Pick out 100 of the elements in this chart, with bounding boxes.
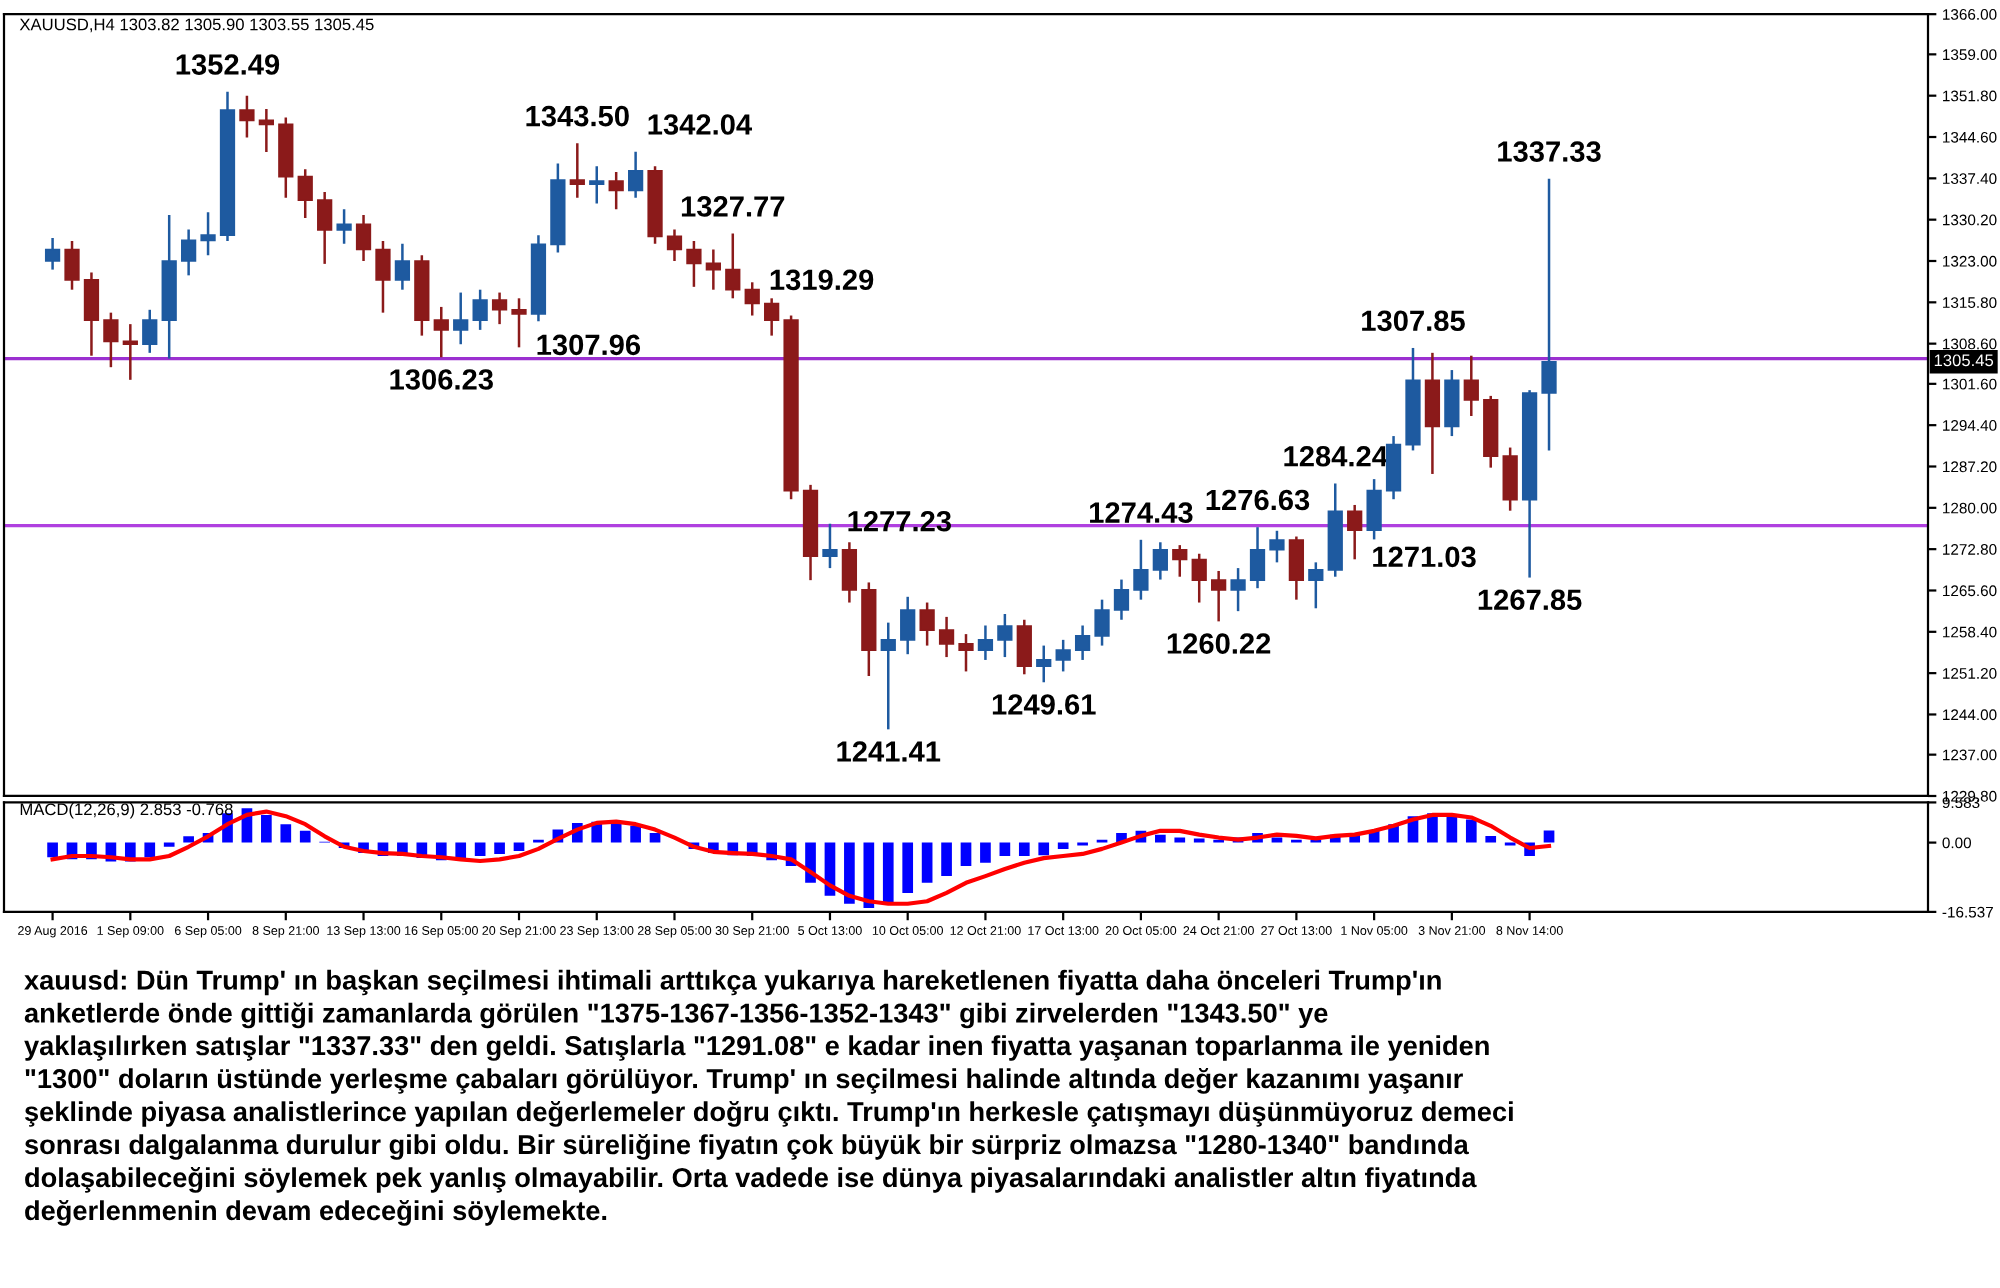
candlestick [491, 291, 508, 326]
candlestick [569, 142, 585, 200]
bar [1543, 830, 1555, 843]
bar [863, 842, 875, 908]
candlestick [764, 297, 780, 337]
annotation: 1260.22 [1167, 633, 1271, 654]
bar [1465, 819, 1477, 843]
bar [630, 825, 641, 843]
annotation: 1307.85 [1362, 310, 1465, 332]
bar [144, 842, 156, 858]
bar [882, 842, 894, 903]
candlestick [589, 165, 605, 205]
annotation: 1274.43 [1090, 502, 1193, 523]
candlestick [1463, 354, 1479, 418]
candlestick [1541, 177, 1557, 452]
candlestick [938, 615, 955, 659]
candlestick [1308, 561, 1324, 610]
annotation: 1343.50 [526, 105, 629, 127]
bar [1155, 834, 1166, 843]
candlestick [1424, 351, 1441, 476]
candlestick [142, 308, 158, 355]
candlestick [453, 291, 469, 346]
candlestick [1172, 543, 1188, 578]
candlestick [355, 213, 372, 263]
bar [1057, 842, 1069, 849]
candlestick [725, 232, 741, 300]
candlestick [958, 632, 974, 673]
bar [47, 842, 58, 858]
candlestick [841, 541, 858, 604]
annotation: 1284.24 [1284, 445, 1388, 467]
annotation: 1306.23 [390, 369, 493, 390]
bar [610, 821, 622, 843]
annotation: 1241.41 [837, 741, 941, 762]
candlestick [919, 601, 935, 647]
bar [902, 842, 914, 893]
candlestick [122, 322, 138, 382]
bar [649, 832, 661, 843]
annotation: 1249.61 [992, 694, 1096, 715]
chart-title: XAUUSD,H4 1303.82 1305.90 1303.55 1305.45 [19, 18, 374, 33]
candlestick [1016, 618, 1032, 676]
bar [999, 842, 1011, 856]
bar [494, 842, 505, 854]
annotation: 1319.29 [770, 269, 874, 291]
annotation: 1352.49 [176, 54, 280, 75]
bar [980, 842, 991, 863]
bar [941, 842, 952, 877]
candlestick [1152, 541, 1168, 581]
annotation: 1276.63 [1206, 489, 1310, 511]
candlestick [472, 288, 488, 332]
candlestick [627, 150, 644, 200]
bar [1018, 842, 1030, 856]
candlestick [900, 595, 916, 656]
candlestick [103, 311, 119, 369]
candlestick [880, 621, 896, 731]
candlestick [64, 239, 80, 291]
candlestick [1347, 503, 1363, 561]
candlestick [1074, 624, 1091, 662]
candlestick [44, 236, 61, 271]
text: 1305.45 [1934, 354, 1994, 367]
candlestick [977, 624, 994, 662]
bar [261, 814, 272, 843]
bar [921, 842, 933, 883]
candlestick [1055, 638, 1071, 673]
bar [474, 842, 486, 856]
annotation: 1337.33 [1498, 141, 1601, 162]
candlestick [394, 242, 411, 291]
chart-title: MACD(12,26,9) 2.853 -0.768 [20, 802, 233, 819]
candlestick [200, 210, 216, 257]
candlestick [686, 239, 702, 289]
candlestick [1366, 477, 1382, 541]
bar [844, 842, 855, 904]
candlestick [511, 297, 527, 349]
candlestick [1094, 598, 1110, 647]
candlestick [375, 239, 391, 314]
annotation: 1342.04 [648, 114, 752, 135]
candlestick [1385, 434, 1402, 501]
bar [299, 830, 311, 843]
candlestick [1113, 578, 1130, 622]
candlestick [666, 228, 683, 263]
bar [960, 842, 972, 867]
candlestick [997, 612, 1013, 659]
bar [280, 824, 292, 843]
candlestick [608, 170, 624, 211]
candlestick [744, 281, 760, 317]
candlestick [1502, 446, 1518, 512]
candlestick [83, 271, 100, 357]
bar [1174, 837, 1186, 843]
annotation: 1307.96 [537, 334, 641, 356]
bar [1271, 837, 1283, 843]
candlestick [1444, 368, 1460, 438]
candlestick [180, 228, 197, 277]
candlestick [433, 305, 449, 359]
candlestick [1036, 644, 1052, 684]
candlestick [1133, 538, 1149, 601]
candlestick [822, 522, 838, 570]
bar [1485, 835, 1497, 843]
annotation: 1271.03 [1373, 546, 1476, 568]
candlestick [297, 167, 313, 220]
candlestick [1230, 566, 1246, 613]
candlestick [1249, 525, 1266, 590]
